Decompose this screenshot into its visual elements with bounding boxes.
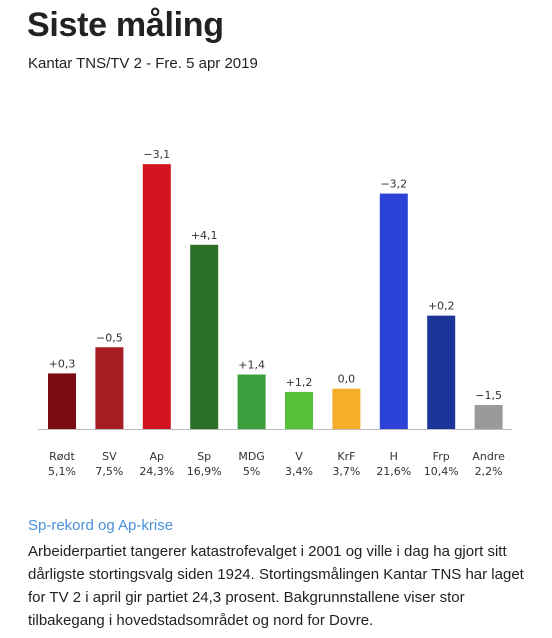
bar-v xyxy=(285,391,313,429)
value-label-frp: 10,4% xyxy=(424,465,459,478)
value-label-andre: 2,2% xyxy=(475,465,503,478)
change-label-frp: +0,2 xyxy=(428,300,455,313)
bar-mdg xyxy=(237,374,266,429)
change-label-h: −3,2 xyxy=(380,178,407,191)
change-label-mdg: +1,4 xyxy=(238,359,265,372)
bar-sv xyxy=(95,347,124,429)
change-label-krf: 0,0 xyxy=(338,373,356,386)
value-label-h: 21,6% xyxy=(376,465,411,478)
bar-andre xyxy=(474,405,503,429)
story-body: Arbeiderpartiet tangerer katastrofevalge… xyxy=(28,543,524,629)
change-label-rødt: +0,3 xyxy=(49,357,76,370)
category-label-krf: KrF xyxy=(337,450,355,463)
change-label-ap: −3,1 xyxy=(143,148,170,161)
value-label-sv: 7,5% xyxy=(95,465,123,478)
category-label-frp: Frp xyxy=(433,450,450,463)
change-label-v: +1,2 xyxy=(286,376,313,389)
value-label-rødt: 5,1% xyxy=(48,465,76,478)
story-heading-link[interactable]: Sp-rekord og Ap-krise xyxy=(28,517,174,534)
page-title: Siste måling xyxy=(27,6,224,44)
value-label-krf: 3,7% xyxy=(332,465,360,478)
category-label-v: V xyxy=(295,450,303,463)
change-label-sv: −0,5 xyxy=(96,331,123,344)
bar-frp xyxy=(427,315,456,429)
change-label-sp: +4,1 xyxy=(191,229,218,242)
poll-bar-chart: +0,3 Rødt 5,1% −0,5 SV 7,5% −3,1 Ap 24,3% +4,1 Sp 1… xyxy=(38,148,512,478)
category-label-sv: SV xyxy=(102,450,117,463)
value-label-ap: 24,3% xyxy=(139,465,174,478)
category-label-sp: Sp xyxy=(197,450,211,463)
change-label-andre: −1,5 xyxy=(475,389,502,402)
value-label-v: 3,4% xyxy=(285,465,313,478)
category-label-mdg: MDG xyxy=(238,450,265,463)
poll-source: Kantar TNS/TV 2 - Fre. 5 apr 2019 xyxy=(28,55,258,72)
category-label-rødt: Rødt xyxy=(49,450,75,463)
value-label-mdg: 5% xyxy=(243,465,260,478)
bar-krf xyxy=(332,388,361,429)
value-label-sp: 16,9% xyxy=(187,465,222,478)
bar-rødt xyxy=(48,373,76,429)
category-label-andre: Andre xyxy=(472,450,505,463)
category-label-ap: Ap xyxy=(150,450,165,463)
bar-h xyxy=(379,193,408,429)
bar-sp xyxy=(190,244,219,429)
bar-ap xyxy=(142,164,171,429)
category-label-h: H xyxy=(390,450,398,463)
